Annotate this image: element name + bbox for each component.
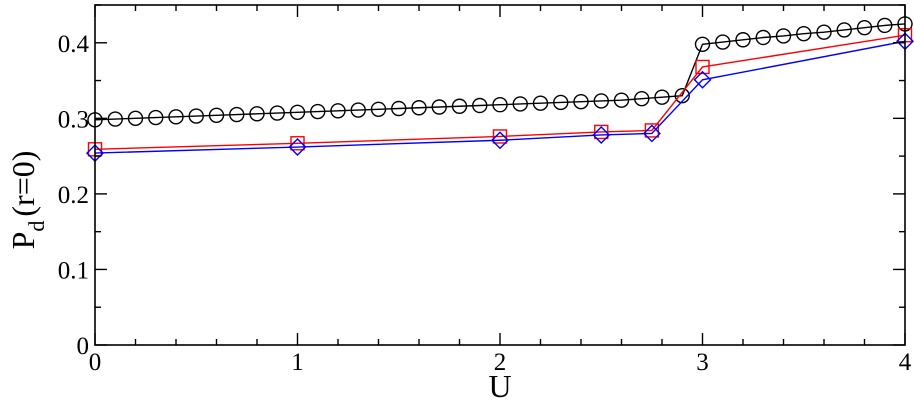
data-point (289, 104, 306, 120)
data-point (208, 107, 225, 124)
data-point (350, 102, 366, 118)
data-point (288, 138, 307, 157)
y-axis-title-subscript: d (24, 221, 49, 232)
y-tick-label: 0.3 (58, 106, 89, 133)
data-point (290, 136, 305, 151)
data-point (642, 124, 661, 143)
data-point (674, 87, 690, 104)
tick-labels-layer: 0 1 2 3 4 0 0.1 0.2 0.3 0.4 (58, 31, 912, 376)
data-point (755, 29, 771, 46)
data-point (512, 96, 528, 112)
data-point (269, 105, 285, 121)
data-point (391, 100, 407, 117)
series-circle (87, 16, 913, 128)
data-point (431, 99, 447, 115)
data-point (148, 109, 164, 126)
data-point (715, 34, 731, 50)
data-point (775, 28, 792, 44)
y-axis-title: Pd (r=0) (5, 151, 49, 250)
ticks-layer (94, 4, 906, 346)
x-tick-label: 0 (89, 349, 102, 376)
data-point (188, 108, 204, 124)
data-point (491, 131, 509, 150)
data-point (592, 125, 611, 144)
y-tick-label: 0.1 (58, 257, 89, 284)
series-line (94, 40, 906, 154)
data-point (168, 109, 184, 125)
series-layer (86, 16, 914, 163)
y-axis-title-main: P (5, 232, 41, 250)
svg-text:Pd(r=0): Pd (r=0) (5, 151, 49, 250)
series-line (94, 34, 906, 151)
data-point (472, 97, 488, 114)
data-point (644, 123, 660, 138)
x-tick-label: 4 (899, 349, 912, 376)
data-point (856, 19, 873, 36)
data-point (229, 106, 245, 123)
series-square (87, 28, 913, 157)
data-point (836, 22, 852, 38)
data-point (593, 93, 609, 109)
y-axis-title-tail: (r=0) (5, 151, 41, 217)
x-tick-label: 3 (696, 349, 709, 376)
data-point (127, 110, 144, 127)
series-line (94, 23, 906, 121)
data-point (796, 26, 812, 42)
x-tick-label: 1 (291, 349, 304, 376)
plot-frame (94, 4, 906, 346)
data-point (735, 32, 751, 48)
data-point (330, 103, 346, 119)
data-point (816, 24, 832, 40)
data-point (451, 98, 468, 114)
y-tick-label: 0.2 (58, 182, 89, 209)
data-point (553, 94, 569, 111)
data-point (411, 100, 427, 116)
data-point (532, 95, 549, 111)
data-point (594, 124, 609, 140)
data-point (370, 101, 387, 117)
data-point (634, 90, 650, 107)
x-axis-title: U (488, 368, 511, 404)
data-point (573, 94, 589, 110)
data-point (693, 70, 712, 89)
data-point (492, 129, 508, 144)
data-point (654, 89, 670, 105)
data-point (613, 92, 630, 108)
data-point (249, 106, 265, 122)
data-point (695, 59, 710, 75)
data-point (694, 36, 711, 52)
data-point (492, 97, 508, 113)
x-tick-label: 2 (494, 349, 507, 376)
data-point (310, 103, 326, 120)
data-point (107, 111, 123, 127)
y-tick-label: 0.4 (58, 31, 90, 58)
y-tick-label: 0 (77, 333, 90, 360)
data-point (877, 17, 893, 34)
